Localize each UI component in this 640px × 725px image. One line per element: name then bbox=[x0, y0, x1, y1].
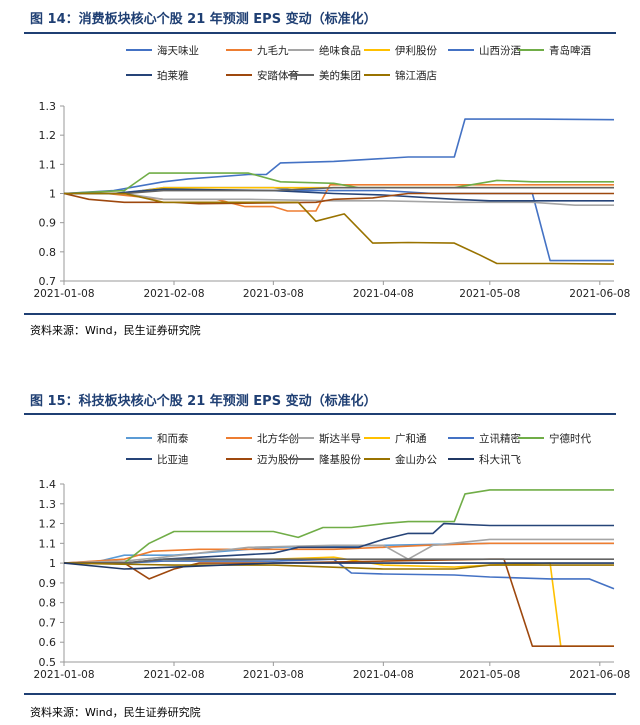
tech-eps-line-chart: 0.5 0.6 0.7 0.8 0.9 1 1.1 1.2 1.3 1.4 2021-01-08 20… bbox=[33, 432, 630, 681]
figure-14: 图 14：消费板块核心个股 21 年预测 EPS 变动（标准化） 0.7 0.8 0… bbox=[0, 0, 640, 345]
figure-title: 图 14：消费板块核心个股 21 年预测 EPS 变动（标准化） bbox=[30, 12, 377, 27]
x-tick-label: 2021-02-08 bbox=[143, 669, 204, 681]
y-tick-label: 1.3 bbox=[39, 100, 57, 113]
y-tick-label: 1.4 bbox=[39, 478, 57, 491]
series-line-10 bbox=[63, 562, 614, 570]
legend-label: 安踏体育 bbox=[257, 69, 299, 82]
legend-label: 九毛九 bbox=[257, 45, 289, 57]
x-tick-label: 2021-04-08 bbox=[353, 288, 414, 300]
legend-label: 和而泰 bbox=[157, 432, 189, 445]
figure-15: 图 15：科技板块核心个股 21 年预测 EPS 变动（标准化） 0.5 0.6 0… bbox=[0, 380, 640, 725]
y-tick-label: 1.2 bbox=[39, 129, 57, 142]
legend-label: 广和通 bbox=[395, 433, 427, 445]
bottom-rule bbox=[24, 693, 616, 695]
x-tick-label: 2021-05-08 bbox=[459, 288, 520, 300]
y-tick-label: 0.5 bbox=[39, 656, 57, 669]
legend-label: 金山办公 bbox=[395, 453, 437, 466]
legend-label: 绝味食品 bbox=[319, 44, 361, 57]
y-tick-label: 1 bbox=[49, 557, 56, 570]
series-line-2 bbox=[63, 542, 614, 564]
source-note: 资料来源：Wind，民生证券研究院 bbox=[30, 706, 201, 719]
legend-label: 伊利股份 bbox=[395, 45, 437, 57]
consumer-eps-line-chart: 0.7 0.8 0.9 1 1.1 1.2 1.3 2021-01-08 2021-02-08 2… bbox=[33, 44, 630, 300]
x-tick-label: 2021-01-08 bbox=[33, 288, 94, 300]
y-tick-label: 1.3 bbox=[39, 498, 57, 511]
x-tick-label: 2021-02-08 bbox=[143, 288, 204, 300]
series-line-6 bbox=[64, 489, 614, 564]
legend-label: 美的集团 bbox=[319, 69, 361, 82]
series-line-5 bbox=[64, 558, 615, 590]
x-tick-label: 2021-01-08 bbox=[33, 669, 94, 681]
legend-label: 比亚迪 bbox=[157, 453, 189, 466]
legend-label: 山西汾酒 bbox=[479, 44, 521, 57]
figure-title: 图 15：科技板块核心个股 21 年预测 EPS 变动（标准化） bbox=[30, 394, 377, 409]
legend-label: 斯达半导 bbox=[319, 432, 361, 445]
y-tick-label: 1.1 bbox=[39, 537, 57, 550]
series-line-10 bbox=[64, 192, 615, 265]
y-tick-label: 1 bbox=[49, 188, 56, 201]
series-line-5 bbox=[63, 118, 615, 195]
title-rule bbox=[24, 413, 616, 415]
series-line-9 bbox=[64, 186, 614, 195]
y-tick-label: 0.7 bbox=[39, 616, 57, 629]
y-tick-label: 0.8 bbox=[39, 246, 57, 259]
x-tick-label: 2021-06-08 bbox=[569, 288, 630, 300]
x-tick-label: 2021-03-08 bbox=[243, 669, 304, 681]
series-line-8 bbox=[64, 558, 614, 647]
legend-label: 青岛啤酒 bbox=[549, 44, 591, 57]
bottom-rule bbox=[24, 313, 616, 315]
series-line-3 bbox=[63, 538, 614, 564]
series-line-3 bbox=[64, 192, 614, 206]
y-tick-label: 1.1 bbox=[39, 158, 57, 171]
legend-label: 珀莱雅 bbox=[157, 69, 189, 82]
legend-label: 科大讯飞 bbox=[479, 453, 521, 466]
y-tick-label: 0.8 bbox=[39, 597, 57, 610]
series-line-4 bbox=[64, 556, 614, 647]
series-line-9 bbox=[64, 558, 614, 564]
legend-label: 迈为股份 bbox=[257, 454, 299, 466]
y-tick-label: 0.7 bbox=[39, 275, 57, 288]
legend-label: 立讯精密 bbox=[479, 432, 521, 445]
series-line-11 bbox=[63, 562, 614, 570]
title-rule bbox=[24, 32, 616, 34]
legend-label: 北方华创 bbox=[257, 432, 299, 445]
series-line-8 bbox=[63, 192, 614, 205]
x-tick-label: 2021-05-08 bbox=[459, 669, 520, 681]
source-note: 资料来源：Wind，民生证券研究院 bbox=[30, 324, 201, 337]
x-tick-label: 2021-04-08 bbox=[353, 669, 414, 681]
series-line-7 bbox=[64, 188, 614, 202]
legend-label: 锦江酒店 bbox=[395, 69, 437, 82]
x-tick-label: 2021-06-08 bbox=[569, 669, 630, 681]
x-tick-label: 2021-03-08 bbox=[243, 288, 304, 300]
y-tick-label: 0.9 bbox=[39, 577, 57, 590]
series-line-6 bbox=[63, 172, 614, 195]
y-tick-label: 0.6 bbox=[39, 636, 57, 649]
y-tick-label: 0.9 bbox=[39, 217, 57, 230]
legend-label: 宁德时代 bbox=[549, 432, 591, 445]
legend-label: 海天味业 bbox=[157, 44, 199, 57]
y-tick-label: 1.2 bbox=[39, 518, 57, 531]
legend-label: 隆基股份 bbox=[319, 453, 361, 466]
